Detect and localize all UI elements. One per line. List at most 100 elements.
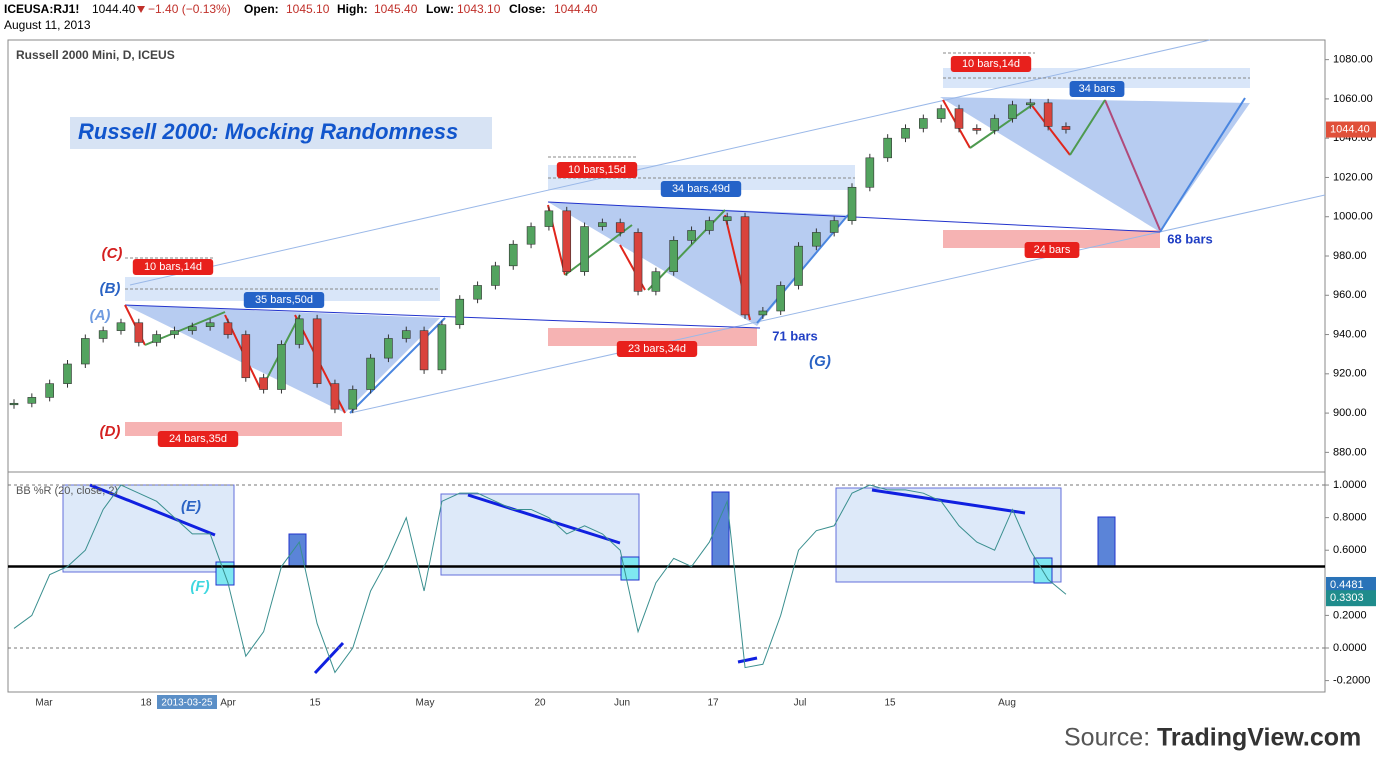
candle [63, 363, 72, 384]
candle [687, 230, 696, 241]
date: August 11, 2013 [4, 18, 91, 32]
candle [544, 210, 554, 227]
y-tick-label: 0.6000 [1333, 544, 1367, 556]
candle [901, 128, 910, 139]
candle [134, 322, 144, 343]
y-tick-label: 0.2000 [1333, 609, 1367, 621]
annotation: 24 bars [1034, 244, 1071, 256]
candle [615, 222, 625, 233]
annotation: 23 bars,34d [628, 343, 686, 355]
candle [384, 338, 393, 359]
candle [598, 222, 607, 227]
x-tick-label: Jul [794, 698, 807, 709]
candle [972, 128, 982, 131]
x-tick-label: 20 [534, 698, 546, 709]
indicator-tag: 0.3303 [1330, 592, 1364, 604]
candle [366, 357, 375, 390]
source-brand: TradingView.com [1157, 724, 1361, 752]
y-tick-label: 0.0000 [1333, 642, 1367, 654]
close-label: Close: [509, 2, 546, 16]
chart-title: Russell 2000: Mocking Randomness [78, 119, 458, 144]
candle [312, 318, 322, 384]
title-box [70, 117, 492, 149]
annotation-bg [243, 292, 325, 308]
candle [294, 318, 304, 345]
candle [758, 310, 768, 316]
annotation-bg [1024, 242, 1080, 258]
y-tick-label: 1000.00 [1333, 211, 1373, 223]
annotation: (A) [90, 307, 111, 324]
indicator-tag: 0.4481 [1330, 579, 1364, 591]
candle [27, 397, 37, 404]
candle [437, 324, 447, 371]
subtitle: Russell 2000 Mini, D, ICEUS [16, 48, 175, 62]
candle [98, 330, 108, 339]
candle [9, 402, 19, 406]
price-tag: 1044.40 [1330, 123, 1370, 135]
high: 1045.40 [374, 2, 418, 16]
candle [990, 118, 999, 131]
candle [883, 137, 892, 159]
y-tick-label: 1080.00 [1333, 54, 1373, 66]
candle [812, 232, 821, 247]
x-tick-label: Mar [35, 698, 53, 709]
candle [936, 108, 946, 119]
indicator-name: BB %R (20, close, 2) [16, 485, 118, 497]
header: ICEUSA:RJ1! 1044.40 −1.40 (−0.13%) Open:… [4, 2, 598, 32]
annotation: (G) [809, 353, 831, 370]
band [943, 230, 1160, 248]
candle [794, 245, 803, 286]
indicator-drawings [62, 483, 1116, 675]
candle [45, 383, 54, 398]
candle [419, 330, 429, 371]
candle [1061, 126, 1071, 130]
candle [562, 210, 572, 273]
candle [919, 118, 928, 129]
y-tick-label: 1.0000 [1333, 479, 1367, 491]
x-tick-label: 17 [707, 698, 719, 709]
down-icon [137, 6, 145, 13]
candle [473, 285, 482, 300]
candle [651, 271, 661, 292]
annotation: 35 bars,50d [255, 294, 313, 306]
candle [116, 322, 126, 331]
band [548, 328, 757, 346]
candle [580, 226, 589, 273]
annotation-bg [616, 341, 698, 357]
candle [740, 216, 750, 316]
y-tick-label: 960.00 [1333, 289, 1367, 301]
y-tick-label: 1020.00 [1333, 171, 1373, 183]
x-tick-label: 15 [884, 698, 896, 709]
candle [669, 239, 679, 273]
candle [1043, 102, 1053, 127]
candle [722, 216, 732, 221]
candle [508, 243, 518, 267]
annotation: (C) [102, 245, 123, 262]
x-tick-label: 15 [309, 698, 321, 709]
triangle [548, 202, 848, 326]
candle [526, 226, 536, 245]
candle [170, 330, 179, 335]
candle [223, 322, 233, 335]
candle [152, 334, 161, 343]
price-tag-bg [1326, 121, 1376, 138]
candle [205, 322, 215, 327]
candle [241, 334, 251, 379]
candle [348, 389, 358, 410]
candle [401, 330, 411, 339]
x-tick-label: 2013-03-25 [161, 698, 213, 709]
high-label: High: [337, 2, 368, 16]
annotation: 10 bars,14d [962, 58, 1020, 70]
candle [633, 232, 643, 292]
candle [847, 186, 857, 221]
x-tick-label: Aug [998, 698, 1016, 709]
candle [829, 220, 839, 233]
triangle [940, 97, 1250, 232]
candle [1008, 104, 1017, 119]
open: 1045.10 [286, 2, 330, 16]
last: 1044.40 [92, 2, 136, 16]
annotation: 68 bars [1167, 231, 1213, 246]
y-tick-label: 940.00 [1333, 328, 1367, 340]
low-label: Low: [426, 2, 454, 16]
